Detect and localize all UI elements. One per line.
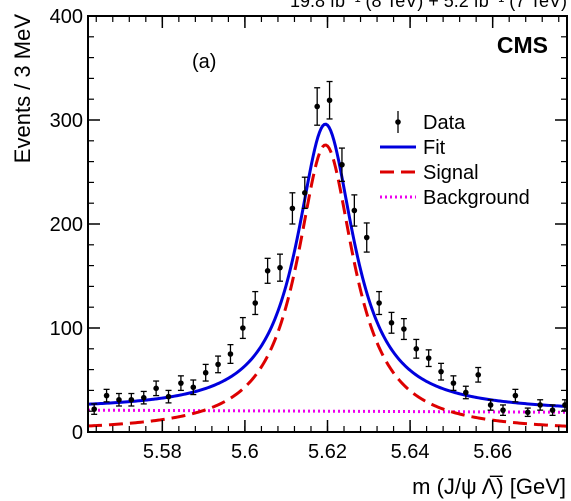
fit-curve (88, 122, 567, 408)
data-point-2 (116, 396, 122, 403)
data-point-30 (463, 389, 469, 396)
data-point-4 (140, 394, 147, 401)
data-point-35 (524, 409, 531, 416)
data-point-23 (376, 300, 382, 306)
signal-curve (88, 143, 567, 428)
legend-label: Background (423, 187, 530, 209)
data-point-0 (91, 406, 97, 412)
data-point-8 (190, 384, 197, 391)
legend: Data Fit Signal Background (380, 111, 530, 209)
data-point-20 (339, 161, 345, 168)
panel-label: (a) (192, 51, 216, 73)
background-curve (88, 408, 567, 414)
legend-label: Signal (423, 162, 479, 184)
data-point-6 (165, 393, 172, 400)
legend-label: Fit (423, 137, 446, 159)
data-point-10 (215, 361, 221, 368)
data-point-26 (413, 346, 420, 352)
y-tick-label: 200 (50, 214, 83, 236)
data-point-25 (401, 326, 407, 332)
luminosity-label: 19.8 fb⁻¹ (8 TeV) + 5.2 fb⁻¹ (7 TeV) (290, 0, 567, 11)
data-point-36 (537, 402, 543, 408)
data-point-3 (128, 396, 135, 403)
legend-label: Data (423, 112, 466, 134)
legend-data-marker (395, 119, 401, 125)
data-point-33 (500, 407, 506, 413)
y-tick-label: 300 (50, 110, 83, 132)
y-tick-label: 400 (50, 6, 83, 28)
x-tick-label: 5.6 (231, 441, 259, 463)
data-point-17 (301, 190, 308, 196)
data-point-11 (227, 351, 234, 357)
x-axis-title: m (J/ψ Λ̅) [GeV] (412, 474, 566, 499)
data-point-19 (326, 97, 333, 104)
data-point-16 (289, 205, 296, 212)
data-point-22 (363, 234, 370, 241)
data-point-28 (438, 368, 444, 375)
data-point-13 (252, 300, 259, 306)
data-point-31 (475, 372, 482, 378)
curves (88, 122, 567, 428)
x-tick-label: 5.66 (473, 441, 512, 463)
data-point-12 (240, 325, 246, 331)
experiment-label: CMS (497, 32, 548, 58)
data-point-1 (103, 392, 110, 399)
data-point-27 (425, 355, 432, 361)
data-point-29 (450, 380, 457, 386)
data-point-21 (351, 207, 358, 214)
x-tick-label: 5.62 (308, 441, 347, 463)
x-tick-label: 5.64 (391, 441, 430, 463)
data-point-14 (264, 268, 271, 274)
data-point-5 (153, 385, 159, 392)
data-point-18 (314, 103, 320, 110)
y-tick-label: 0 (72, 422, 83, 444)
y-tick-label: 100 (50, 318, 83, 340)
data-point-9 (202, 369, 209, 376)
data-point-24 (388, 320, 395, 326)
plot-area: 5.58 5.6 5.62 5.64 5.66 0 100 200 300 400 (50, 6, 568, 463)
y-axis-title: Events / 3 MeV (10, 14, 35, 164)
data-point-37 (549, 407, 556, 413)
data-point-34 (512, 392, 519, 399)
data-point-15 (277, 264, 283, 271)
x-tick-label: 5.58 (143, 441, 182, 463)
data-point-32 (487, 402, 494, 408)
data-point-7 (178, 380, 184, 386)
plot-frame (87, 15, 568, 433)
